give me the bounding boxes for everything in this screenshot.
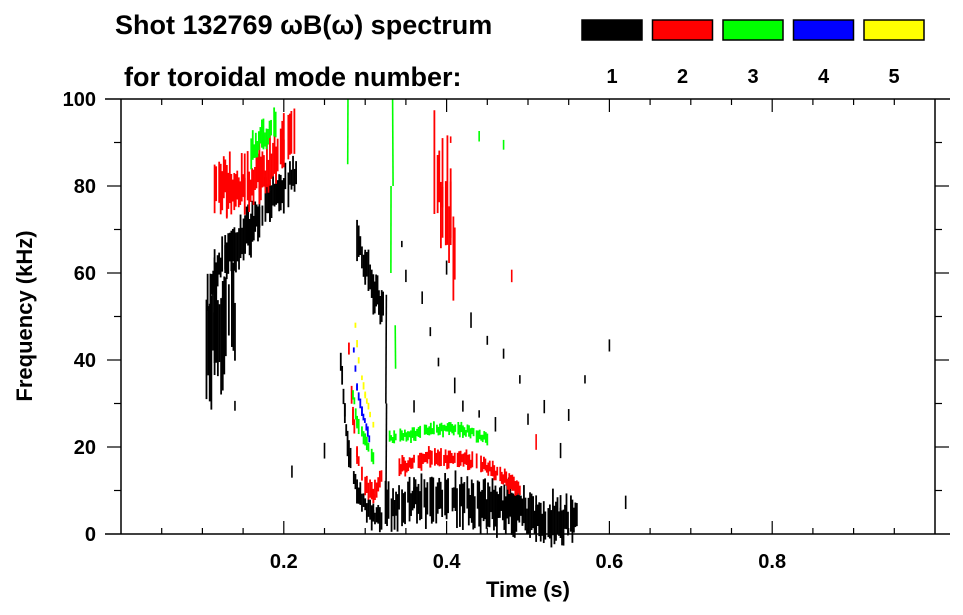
y-axis-label: Frequency (kHz) [12, 230, 37, 401]
y-tick-label: 100 [63, 89, 96, 111]
legend-swatch-mode-3 [722, 19, 784, 41]
track-mode-3 [388, 421, 489, 446]
axes: 0.2 0.4 0.6 0.8 0 20 40 60 80 100 [63, 89, 950, 573]
track-mode-1 [384, 470, 578, 548]
track-mode-1 [205, 260, 236, 410]
x-tick-label: 0.8 [758, 551, 786, 573]
y-tick-label: 0 [85, 524, 96, 546]
legend: 1 2 3 4 5 [581, 19, 925, 88]
legend-label-mode-4: 4 [818, 66, 830, 88]
track-mode-1 [206, 155, 298, 311]
track-mode-1 [356, 219, 385, 325]
legend-swatch-mode-2 [651, 19, 714, 41]
legend-swatch-mode-4 [792, 19, 855, 41]
track-mode-3 [390, 98, 394, 274]
legend-label-mode-3: 3 [747, 66, 758, 88]
y-tick-label: 40 [74, 350, 96, 372]
track-mode-2 [348, 342, 383, 504]
track-mode-3 [250, 107, 277, 170]
spectrum-mark [385, 403, 388, 517]
x-tick-label: 0.2 [270, 551, 298, 573]
chart-subtitle: for toroidal mode number: [124, 62, 462, 92]
spectrum-marks [205, 98, 627, 548]
spectrum-mark [385, 294, 388, 404]
track-mode-2 [213, 108, 296, 219]
legend-swatch-mode-1 [581, 19, 643, 41]
track-mode-1 [385, 294, 388, 517]
x-tick-label: 0.4 [433, 551, 462, 573]
x-tick-label: 0.6 [595, 551, 623, 573]
y-tick-label: 20 [74, 437, 96, 459]
track-mode-5 [354, 322, 375, 428]
x-axis-label: Time (s) [486, 577, 570, 602]
legend-label-mode-5: 5 [888, 66, 899, 88]
chart-title: Shot 132769 ωB(ω) spectrum [115, 10, 492, 40]
track-mode-2 [433, 110, 456, 301]
y-tick-label: 80 [74, 176, 96, 198]
track-mode-1 [339, 352, 383, 533]
track-mode-3 [352, 390, 375, 465]
track-mode-2 [398, 446, 521, 496]
track-mode-4 [352, 347, 371, 443]
y-tick-label: 60 [74, 263, 96, 285]
legend-label-mode-2: 2 [677, 66, 688, 88]
legend-swatch-mode-5 [863, 19, 925, 41]
legend-label-mode-1: 1 [606, 66, 617, 88]
